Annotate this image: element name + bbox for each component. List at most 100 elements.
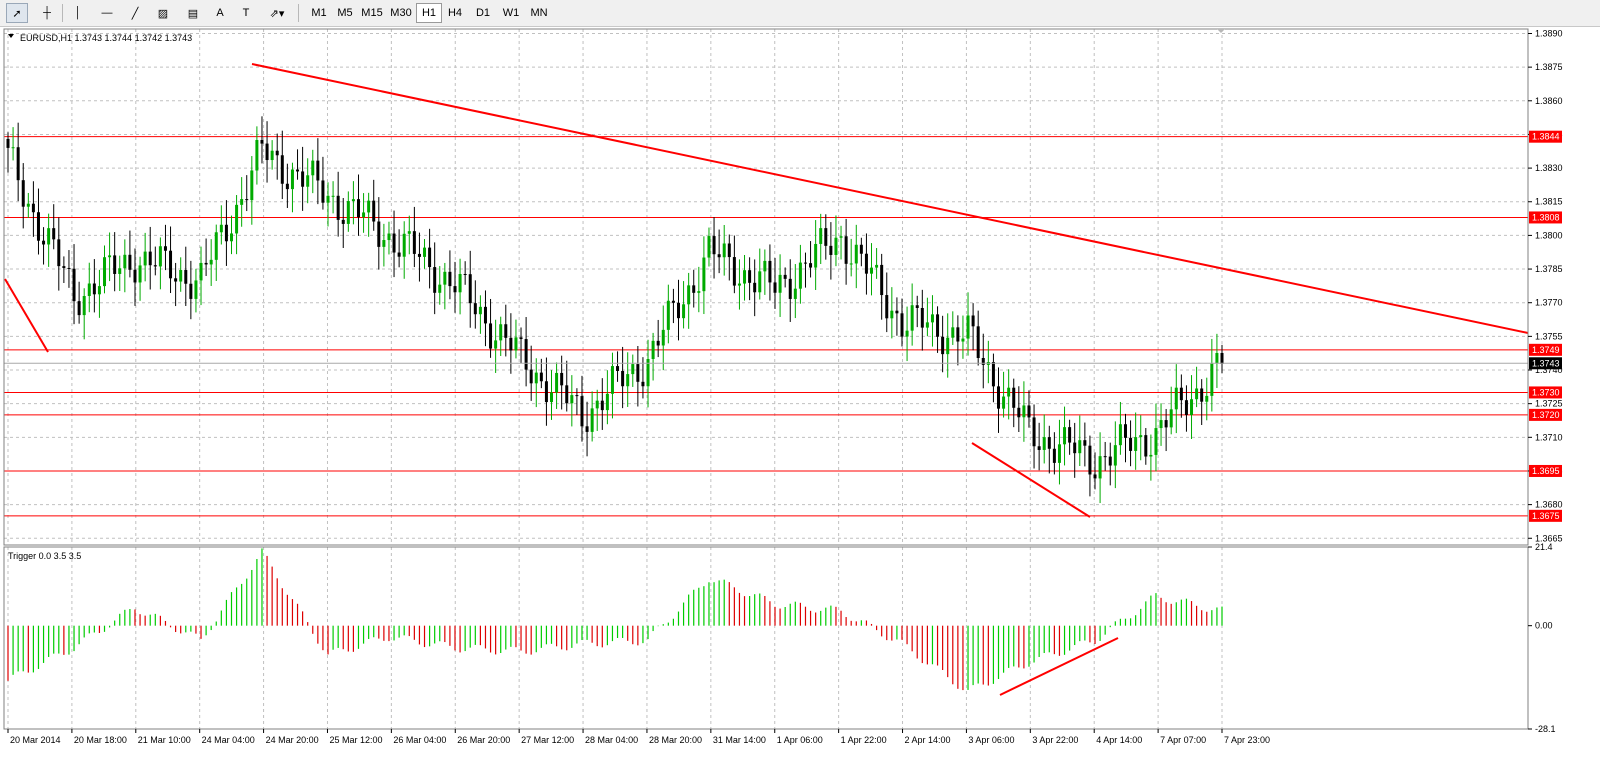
price-tick-label: 1.3830 (1535, 163, 1563, 173)
equidistant-channel-icon[interactable]: ▨ (157, 7, 169, 20)
chart-area[interactable]: 1.38901.38751.38601.38451.38301.38151.38… (0, 27, 1600, 758)
candle-body (326, 195, 330, 203)
candle-body (82, 295, 86, 316)
timeframe-m5-button[interactable]: M5 (337, 7, 353, 19)
divergence-indicator-line[interactable] (999, 637, 1119, 696)
horizontal-line-icon[interactable]: — (101, 7, 113, 19)
candle-body (727, 243, 731, 258)
vertical-line-icon[interactable]: │ (74, 7, 82, 19)
level-price-badge (1529, 509, 1562, 522)
candle-body (616, 366, 620, 371)
candle-body (839, 236, 843, 238)
level-price-badge (1529, 211, 1562, 224)
text-label-icon[interactable]: T (242, 7, 250, 19)
candle-body (321, 180, 325, 203)
candle-body (870, 267, 874, 274)
candle-body (793, 288, 797, 299)
timeframe-m1-button[interactable]: M1 (311, 7, 327, 19)
arrows-icon[interactable]: ⇗▾ (269, 7, 285, 20)
candle-body (1184, 400, 1188, 415)
candle-body (550, 392, 554, 403)
candle-body (1139, 435, 1143, 438)
candle-body (722, 243, 726, 258)
time-tick-label: 20 Mar 18:00 (74, 735, 127, 745)
candle-body (57, 239, 61, 267)
timeframe-w1-button[interactable]: W1 (502, 7, 520, 19)
candle-body (174, 278, 178, 282)
candle-body (1052, 448, 1056, 463)
candle-body (341, 219, 345, 224)
candle-body (1047, 437, 1051, 449)
divergence-price-line[interactable] (971, 442, 1091, 518)
timeframe-m15-button[interactable]: M15 (361, 7, 383, 19)
candle-body (1073, 442, 1077, 454)
timeframe-h4-button[interactable]: H4 (447, 7, 463, 19)
time-tick-label: 28 Mar 04:00 (585, 735, 638, 745)
left-trendline[interactable] (4, 278, 49, 353)
candle-body (138, 265, 142, 283)
timeframe-d1-button[interactable]: D1 (475, 7, 491, 19)
timeframe-m30-button[interactable]: M30 (390, 7, 412, 19)
candle-body (544, 381, 548, 403)
price-tick-label: 1.3710 (1535, 432, 1563, 442)
timeframe-mn-button[interactable]: MN (530, 7, 548, 19)
candle-body (915, 305, 919, 308)
candle-body (671, 300, 675, 303)
crosshair-icon[interactable]: ┼ (43, 7, 51, 19)
candle-body (250, 170, 254, 201)
candle-body (834, 237, 838, 255)
candle-body (621, 370, 625, 387)
candle-body (1108, 456, 1112, 466)
candle-body (580, 396, 584, 427)
candle-body (610, 366, 614, 394)
candle-body (966, 315, 970, 339)
candle-body (1037, 446, 1041, 450)
candle-body (1123, 424, 1127, 438)
time-tick-label: 24 Mar 20:00 (266, 735, 319, 745)
price-tick-label: 1.3800 (1535, 230, 1563, 240)
level-price-label: 1.3730 (1532, 387, 1560, 397)
trendline-icon[interactable]: ╱ (131, 7, 139, 20)
candle-body (438, 284, 442, 293)
candle-body (753, 282, 757, 293)
timeframe-h1-button[interactable]: H1 (416, 3, 442, 23)
level-price-badge (1529, 464, 1562, 477)
candle-body (113, 255, 117, 274)
candle-body (489, 323, 493, 349)
candle-body (814, 243, 818, 268)
candle-body (1134, 437, 1138, 451)
candle-body (890, 310, 894, 319)
candle-body (1063, 427, 1067, 445)
chart-header-triangle-icon[interactable] (8, 34, 14, 38)
time-tick-label: 3 Apr 06:00 (968, 735, 1014, 745)
candle-body (458, 273, 462, 293)
candle-body (570, 395, 574, 404)
descending-trendline[interactable] (251, 63, 1529, 334)
candle-body (595, 400, 599, 409)
candle-body (798, 262, 802, 289)
candle-body (21, 180, 25, 207)
candle-body (676, 302, 680, 319)
candle-body (143, 251, 147, 266)
candle-body (453, 286, 457, 293)
candle-body (1200, 388, 1204, 402)
candle-body (336, 195, 340, 220)
candle-body (1113, 445, 1117, 466)
time-tick-label: 26 Mar 04:00 (393, 735, 446, 745)
shift-marker-icon[interactable] (1217, 29, 1225, 33)
candle-body (433, 267, 437, 293)
indicator-header: Trigger 0.0 3.5 3.5 (8, 551, 81, 561)
candle-body (636, 364, 640, 382)
candle-body (905, 330, 909, 337)
candle-body (194, 280, 198, 299)
price-tick-label: 1.3755 (1535, 331, 1563, 341)
candle-body (524, 339, 528, 370)
text-icon[interactable]: A (216, 7, 224, 19)
fibonacci-icon[interactable]: ▤ (187, 7, 199, 20)
candle-body (778, 274, 782, 293)
cursor-icon[interactable]: ➚ (6, 3, 28, 23)
candle-body (214, 232, 218, 260)
candle-body (1017, 407, 1021, 418)
indicator-window-frame (3, 546, 1529, 730)
candle-body (717, 254, 721, 258)
